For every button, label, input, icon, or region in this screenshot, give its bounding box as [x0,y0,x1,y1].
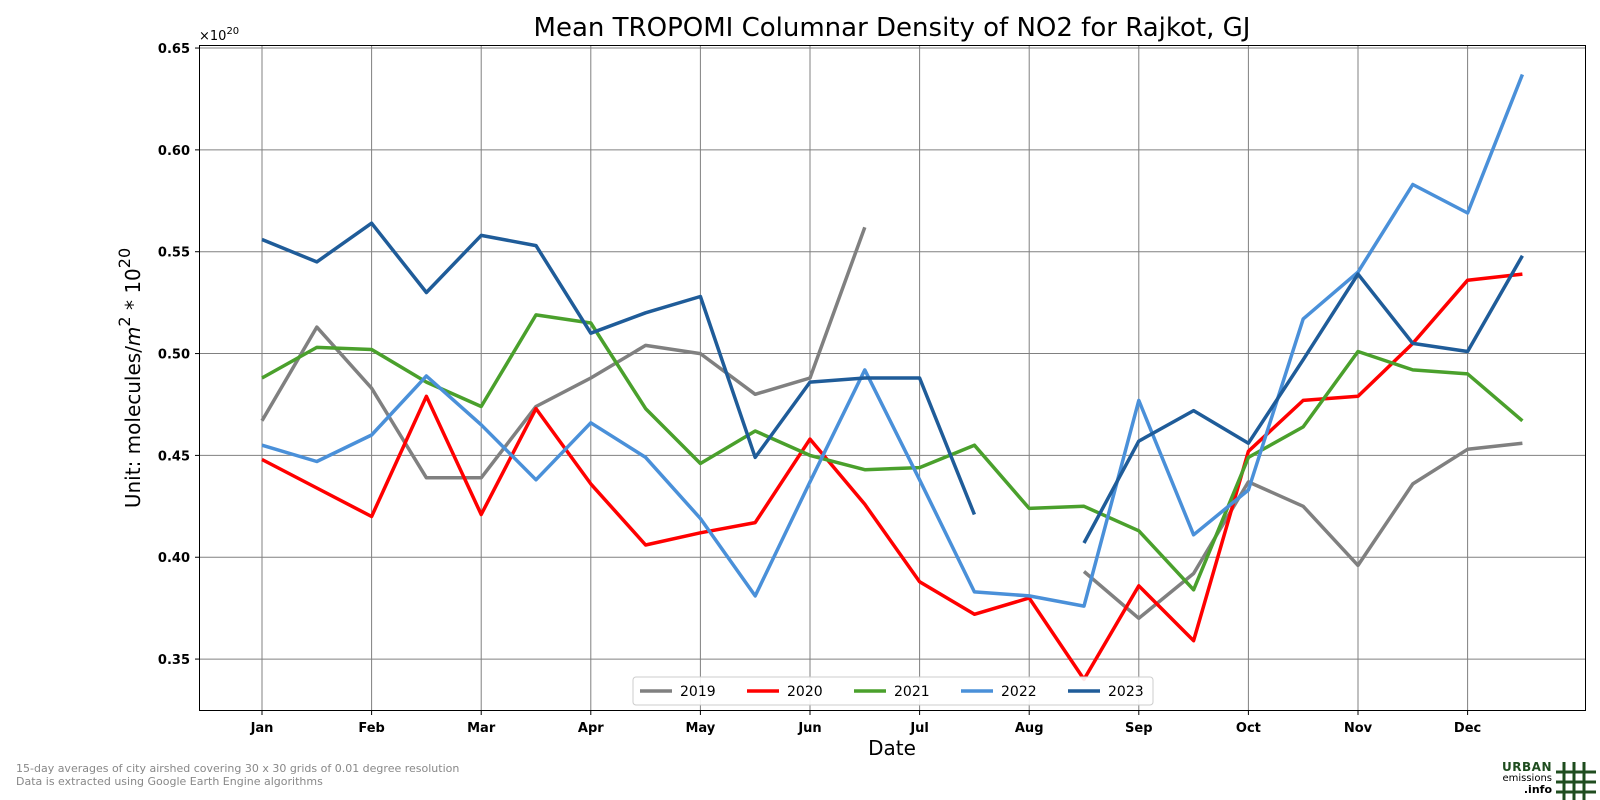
series-line-2022 [261,73,1525,608]
series-line-2020 [261,272,1523,682]
logo-word-emissions: emissions [1502,773,1552,784]
y-tick-label: 0.60 [158,144,190,159]
y-tick-label: 0.45 [158,449,190,464]
chart: Mean TROPOMI Columnar Density of NO2 for… [115,13,1586,760]
y-exponent-label: ×1020 [199,26,239,44]
plot-frame [199,45,1586,711]
urban-emissions-logo: URBAN emissions .info [1500,760,1600,800]
x-tick-label: Jan [250,721,274,736]
x-tick-label: Jul [909,721,929,736]
x-axis-label: Date [868,736,916,760]
y-tick-label: 0.35 [158,653,190,668]
x-tick-label: Mar [467,721,496,736]
footnote: 15-day averages of city airshed covering… [16,762,459,788]
y-tick-label: 0.40 [158,551,190,566]
footnote-line-2: Data is extracted using Google Earth Eng… [16,775,323,788]
series-line-2023 [1082,254,1524,544]
series-line-2021 [261,313,1524,592]
x-tick-label: Jun [797,721,821,736]
series-2021 [261,313,1524,592]
series-line-2019 [1082,441,1523,621]
chart-title: Mean TROPOMI Columnar Density of NO2 for… [534,13,1251,43]
legend: 2019 2020 2021 2022 2023 [632,676,1154,706]
x-tick-label: Oct [1236,721,1261,736]
series-lines [260,73,1525,682]
series-2020 [261,272,1523,682]
legend-label-2022: 2022 [1001,684,1037,700]
x-tick-label: Sep [1125,721,1153,736]
x-tick-label: Apr [578,721,604,736]
x-tick-label: Nov [1344,721,1373,736]
footnote-line-1: 15-day averages of city airshed covering… [16,762,460,775]
legend-label-2020: 2020 [787,684,823,700]
x-tick-label: Aug [1015,721,1044,736]
legend-label-2023: 2023 [1108,684,1144,700]
x-tick-label: Feb [358,721,384,736]
logo-word-info: .info [1523,783,1552,796]
y-tick-label: 0.65 [158,42,190,57]
logo-grid-icon [1556,762,1596,800]
x-axis-ticks: Jan Feb Mar Apr May Jun Jul Aug Sep Oct Nov Dec [250,710,1481,736]
x-tick-label: May [686,721,716,736]
x-tick-label: Dec [1454,721,1481,736]
y-tick-label: 0.55 [158,246,190,261]
legend-label-2021: 2021 [894,684,930,700]
series-line-2023 [261,221,977,516]
legend-label-2019: 2019 [680,684,716,700]
legend-box [632,676,1154,706]
y-axis-ticks: 0.35 0.40 0.45 0.50 0.55 0.60 0.65 [158,42,200,668]
logo-text: URBAN emissions .info [1502,760,1552,796]
series-2023 [261,221,1524,544]
y-axis-label: Unit: molecules/m2 * 1020 [115,248,145,508]
logo-word-urban: URBAN [1502,760,1552,774]
series-line-2019 [260,226,867,480]
y-tick-label: 0.50 [158,348,190,363]
series-2022 [261,73,1525,608]
